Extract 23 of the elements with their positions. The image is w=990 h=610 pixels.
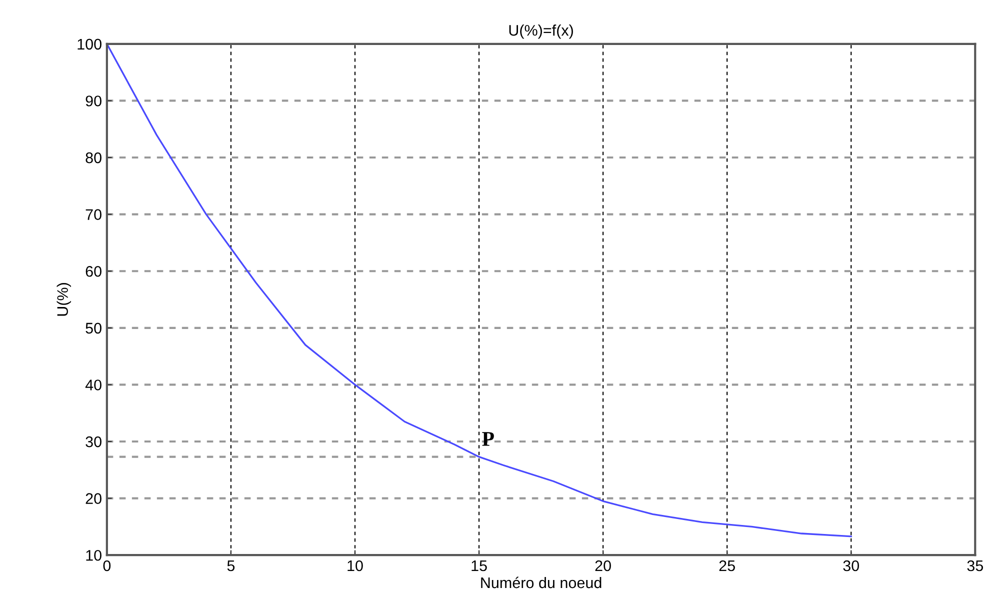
- y-tick-label: 10: [86, 550, 102, 561]
- y-axis-title: U(%): [56, 283, 72, 316]
- x-axis-title: Numéro du noeud: [481, 576, 602, 588]
- x-tick-label: 5: [227, 560, 235, 572]
- chart-title: U(%)=f(x): [509, 24, 573, 39]
- x-tick-label: 25: [719, 560, 735, 572]
- x-tick-label: 15: [472, 560, 487, 572]
- x-tick-label: 10: [348, 560, 363, 572]
- y-tick-label: 50: [86, 322, 102, 334]
- y-tick-label: 30: [86, 436, 102, 448]
- y-tick-label: 20: [86, 493, 102, 504]
- annotation: P: [482, 432, 494, 446]
- y-tick-label: 40: [85, 380, 102, 390]
- x-tick-label: 30: [843, 560, 860, 572]
- y-tick-label: 90: [86, 96, 102, 106]
- line-series: [106, 44, 852, 538]
- y-tick-label: 80: [86, 152, 102, 164]
- x-tick-label: 20: [595, 560, 611, 572]
- x-tick-label: 0: [103, 560, 111, 572]
- y-tick-label: 100: [78, 38, 102, 50]
- y-tick-label: 70: [86, 209, 102, 220]
- x-tick-label: 35: [967, 560, 984, 572]
- y-tick-label: 60: [86, 266, 102, 277]
